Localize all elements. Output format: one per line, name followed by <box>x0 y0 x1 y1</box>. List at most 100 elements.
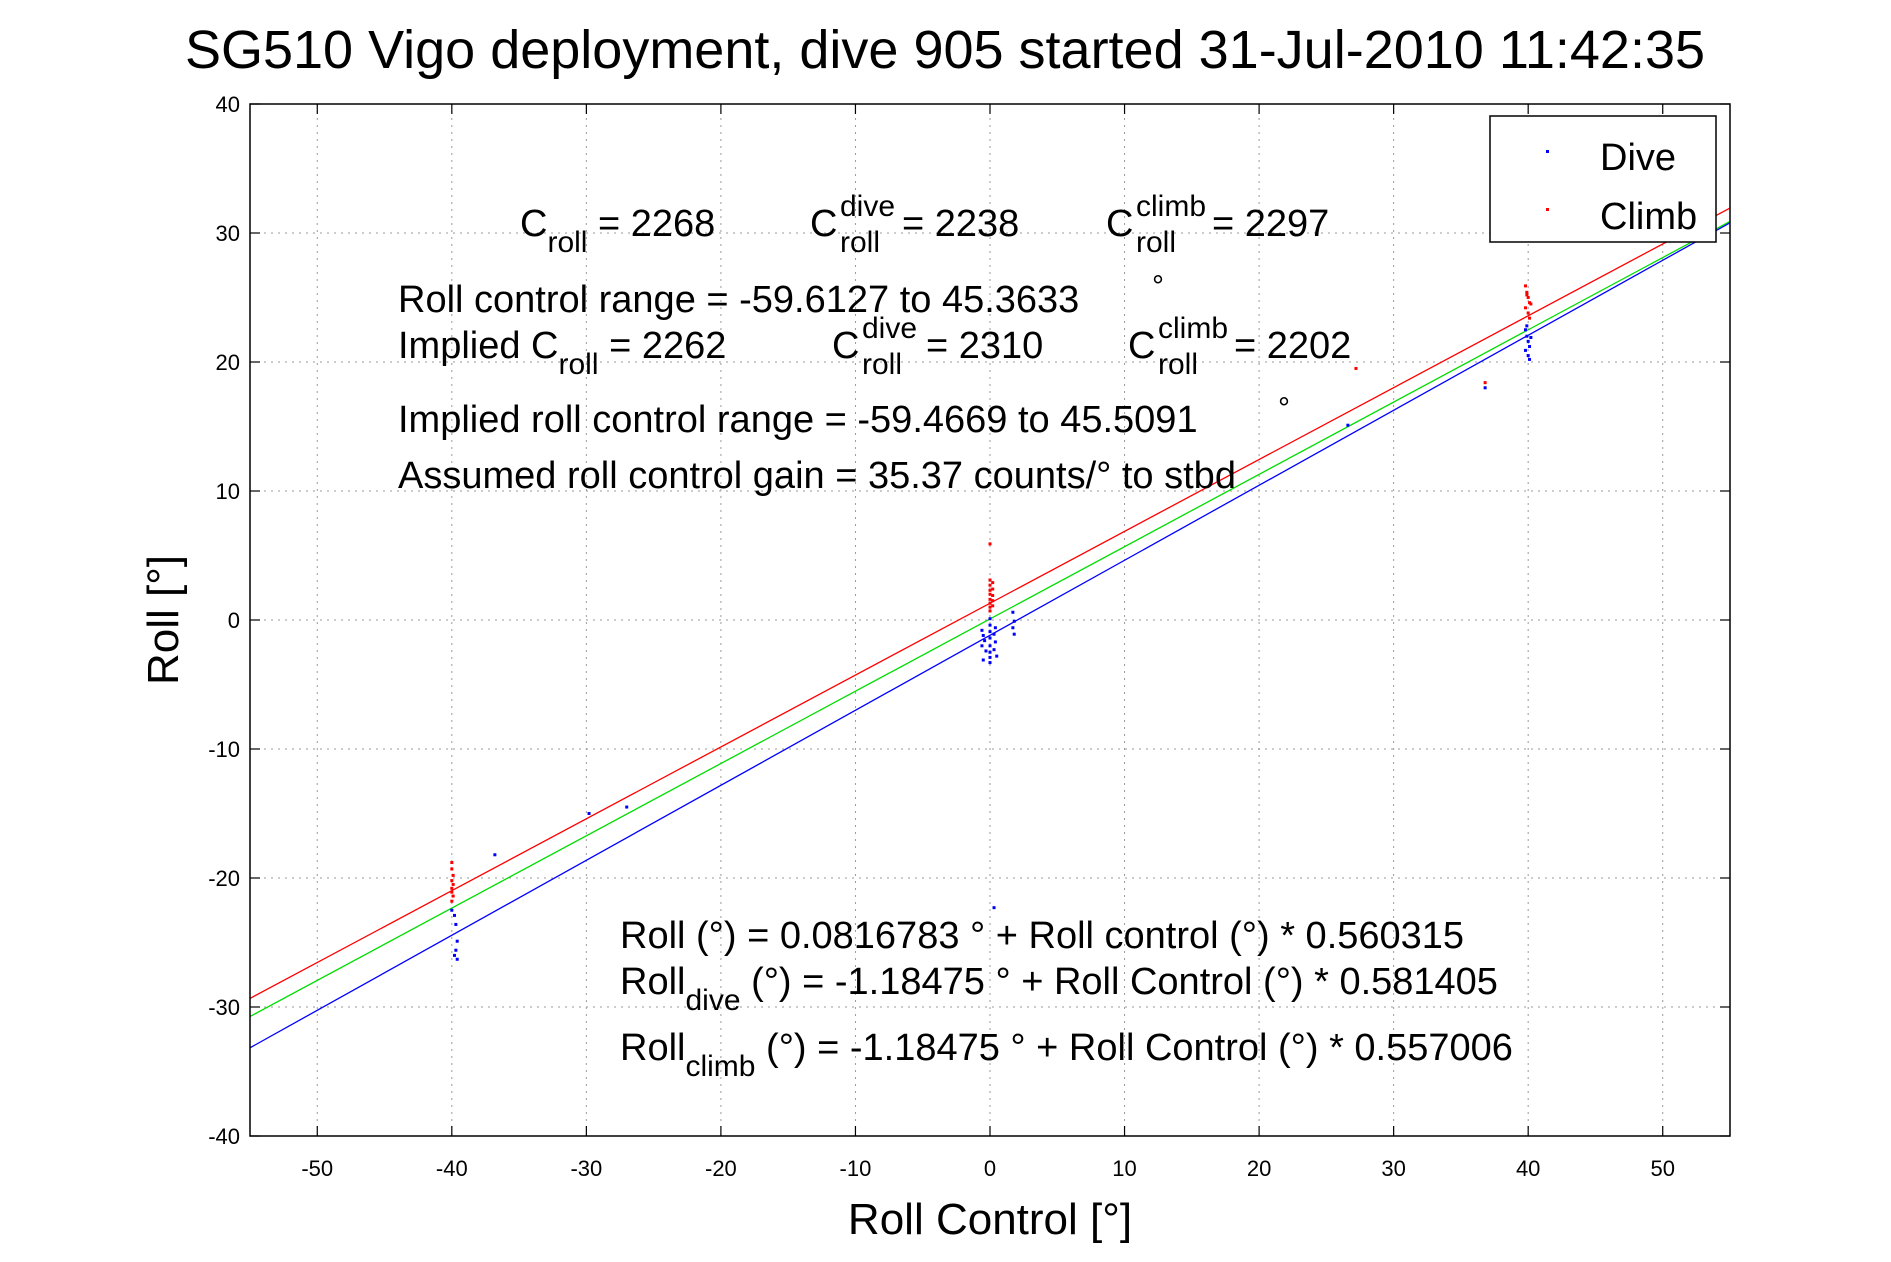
fit-line <box>249 222 1731 1049</box>
implied-c-dive-value: = 2310 <box>926 325 1043 367</box>
y-tick-label: -20 <box>208 866 240 891</box>
dive-point <box>988 636 992 640</box>
implied-c-dive-sup: dive <box>862 312 917 345</box>
dive-point <box>988 644 992 648</box>
climb-point <box>450 886 454 890</box>
dive-point <box>983 639 987 643</box>
climb-point <box>1525 293 1529 297</box>
climb-point <box>451 873 455 877</box>
climb-point <box>451 894 455 898</box>
fit-equation-3: Rollclimb (°) = -1.18475 ° + Roll Contro… <box>620 1027 1513 1083</box>
dive-point <box>1528 357 1532 361</box>
dive-point <box>993 640 997 644</box>
climb-point <box>1523 306 1527 310</box>
climb-point <box>991 587 995 591</box>
annotations: Croll = 2268 C dive roll = 2238 C climb … <box>398 190 1513 1083</box>
legend-dive-label: Dive <box>1600 137 1676 179</box>
fit-equation-2: Rolldive (°) = -1.18475 ° + Roll Control… <box>620 961 1498 1017</box>
climb-point <box>988 592 992 596</box>
dive-point <box>450 908 454 912</box>
dive-point <box>1011 610 1015 614</box>
x-tick-label: 0 <box>984 1156 996 1181</box>
y-tick-label: -40 <box>208 1124 240 1149</box>
dive-point <box>453 913 457 917</box>
climb-point <box>1354 366 1358 370</box>
dive-point <box>988 655 992 659</box>
x-tick-label: 30 <box>1381 1156 1405 1181</box>
climb-point <box>1525 290 1529 294</box>
x-tick-label: -20 <box>705 1156 737 1181</box>
implied-c-roll-annotation: Implied Croll = 2262 <box>398 325 726 381</box>
climb-point <box>991 604 995 608</box>
implied-c-climb-annotation: C <box>1128 325 1155 367</box>
x-tick-label: 20 <box>1247 1156 1271 1181</box>
y-tick-label: 40 <box>216 92 240 117</box>
implied-c-climb-value: = 2202 <box>1234 325 1351 367</box>
dive-point <box>980 628 984 632</box>
c-dive-sub: roll <box>840 226 880 259</box>
implied-c-climb-sup: climb <box>1158 312 1228 345</box>
y-tick-label: 0 <box>228 608 240 633</box>
dive-point <box>1346 423 1350 427</box>
climb-point <box>1528 316 1532 320</box>
dive-point <box>455 957 459 961</box>
climb-point <box>1529 302 1533 306</box>
x-tick-label: 40 <box>1516 1156 1540 1181</box>
climb-point <box>988 583 992 587</box>
climb-point <box>988 601 992 605</box>
climb-point <box>450 879 454 883</box>
implied-c-dive-sub: roll <box>862 348 902 381</box>
fit-equation-1: Roll (°) = 0.0816783 ° + Roll control (°… <box>620 915 1464 957</box>
climb-point <box>450 899 454 903</box>
dive-point <box>1529 335 1533 339</box>
dive-point <box>988 650 992 654</box>
c-climb-sup: climb <box>1136 190 1206 223</box>
c-roll-annotation: Croll = 2268 <box>520 203 715 259</box>
axis-ticks: -50 -40 -30 -20 -10 0 10 20 30 40 50 -40 -30 -20 -10 0 1… <box>208 92 1730 1181</box>
c-climb-sub: roll <box>1136 226 1176 259</box>
climb-point <box>988 578 992 582</box>
dive-point <box>995 654 999 658</box>
dive-point <box>993 626 997 630</box>
climb-point <box>451 882 455 886</box>
dive-point <box>1012 619 1016 623</box>
c-dive-value: = 2238 <box>902 203 1019 245</box>
legend-climb-marker <box>1546 208 1549 211</box>
climb-point <box>988 605 992 609</box>
x-tick-label: -50 <box>301 1156 333 1181</box>
dive-point <box>988 617 992 621</box>
c-dive-annotation: C <box>810 203 837 245</box>
y-tick-label: -10 <box>208 737 240 762</box>
dive-point <box>988 623 992 627</box>
dive-point <box>980 644 984 648</box>
climb-point <box>1523 284 1527 288</box>
implied-range-degree: ° <box>1278 392 1290 425</box>
dive-point <box>1523 348 1527 352</box>
y-tick-label: 30 <box>216 221 240 246</box>
climb-point <box>988 542 992 546</box>
dive-point <box>1523 328 1527 332</box>
dive-point <box>992 632 996 636</box>
dive-point <box>981 658 985 662</box>
climb-point <box>991 581 995 585</box>
dive-point <box>988 630 992 634</box>
dive-point <box>1011 626 1015 630</box>
dive-point <box>454 948 458 952</box>
c-dive-sup: dive <box>840 190 895 223</box>
dive-point <box>453 953 457 957</box>
range-annotation: Roll control range = -59.6127 to 45.3633 <box>398 279 1079 321</box>
x-tick-label: -10 <box>840 1156 872 1181</box>
dive-point <box>454 922 458 926</box>
dive-point <box>988 661 992 665</box>
c-climb-annotation: C <box>1106 203 1133 245</box>
dive-point <box>493 853 497 857</box>
legend-climb-label: Climb <box>1600 196 1697 238</box>
implied-c-climb-sub: roll <box>1158 348 1198 381</box>
y-tick-label: 10 <box>216 479 240 504</box>
climb-point <box>988 588 992 592</box>
x-tick-label: 50 <box>1650 1156 1674 1181</box>
x-axis-label: Roll Control [°] <box>848 1195 1132 1244</box>
implied-range-annotation: Implied roll control range = -59.4669 to… <box>398 399 1198 441</box>
x-tick-label: -40 <box>436 1156 468 1181</box>
